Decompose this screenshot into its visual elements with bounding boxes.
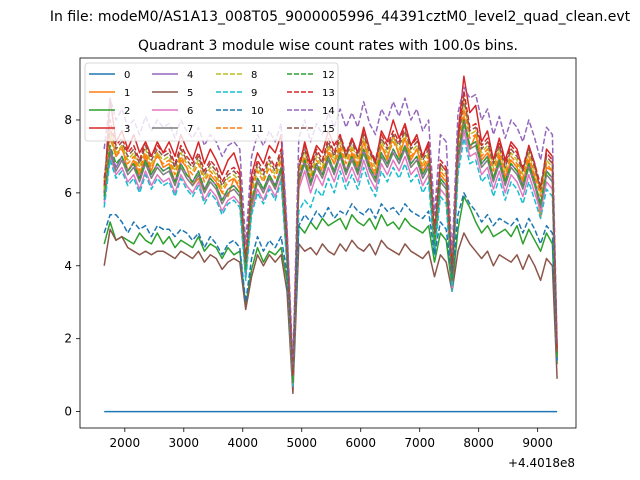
x-tick-label: 5000: [286, 436, 317, 450]
x-tick-label: 3000: [169, 436, 200, 450]
legend-label-11: 11: [251, 124, 264, 135]
series-line-15: [103, 97, 558, 376]
series-line-7: [103, 122, 558, 384]
legend-label-10: 10: [251, 106, 264, 117]
y-tick-label: 0: [64, 405, 72, 419]
series-line-6: [103, 130, 558, 387]
legend-label-15: 15: [322, 124, 335, 135]
x-offset-label: +4.4018e8: [508, 456, 575, 470]
series-line-9: [103, 137, 558, 387]
plot-frame: [79, 57, 577, 429]
series-line-10: [103, 192, 558, 373]
legend-label-5: 5: [187, 88, 193, 99]
series-line-12: [103, 119, 558, 384]
y-tick-label: 6: [64, 186, 72, 200]
series-line-2: [103, 195, 558, 376]
y-tick-label: 4: [64, 259, 72, 273]
series-line-1: [103, 115, 558, 373]
x-tick-label: 9000: [522, 436, 553, 450]
legend-label-3: 3: [124, 124, 130, 135]
series-line-13: [103, 90, 558, 376]
legend-label-7: 7: [187, 124, 193, 135]
legend-label-12: 12: [322, 70, 335, 81]
y-tick-label: 2: [64, 332, 72, 346]
legend-label-4: 4: [187, 70, 193, 81]
y-tick-label: 8: [64, 113, 72, 127]
chart-suptitle: In file: modeM0/AS1A13_008T05_9000005996…: [50, 9, 631, 25]
chart-title: Quadrant 3 module wise count rates with …: [138, 38, 518, 54]
legend-label-2: 2: [124, 106, 130, 117]
legend-label-8: 8: [251, 70, 257, 81]
series-line-5: [103, 228, 558, 395]
legend-label-1: 1: [124, 88, 130, 99]
x-tick-label: 7000: [404, 436, 435, 450]
legend-box: [84, 62, 339, 142]
x-tick-label: 8000: [463, 436, 494, 450]
legend-label-9: 9: [251, 88, 257, 99]
x-tick-label: 4000: [228, 436, 259, 450]
legend-label-14: 14: [322, 106, 335, 117]
legend-label-0: 0: [124, 70, 130, 81]
series-line-11: [103, 108, 558, 380]
legend-label-13: 13: [322, 88, 335, 99]
x-tick-label: 2000: [110, 436, 141, 450]
series-lines: [103, 75, 558, 413]
legend-label-6: 6: [187, 106, 193, 117]
axes: 2000 3000 4000 5000 6000 7000 8000 9000 0 2 4 6 8: [64, 113, 553, 450]
x-tick-label: 6000: [345, 436, 376, 450]
